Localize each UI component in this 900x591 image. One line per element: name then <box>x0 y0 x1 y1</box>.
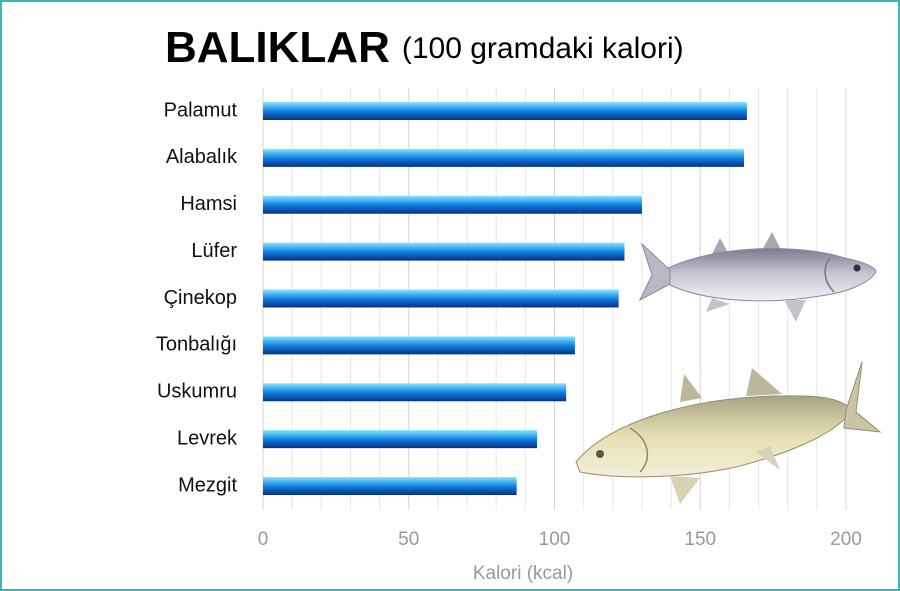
x-tick-label: 150 <box>684 529 716 550</box>
fish-illustrations <box>575 232 882 504</box>
bar <box>263 383 567 402</box>
y-tick-label: Çinekop <box>164 287 237 309</box>
chart-title: BALIKLAR (100 gramdaki kalori) <box>165 23 684 72</box>
x-tick-label: 200 <box>830 529 862 550</box>
bar <box>263 148 744 167</box>
x-tick-label: 50 <box>398 529 419 550</box>
y-tick-label: Tonbalığı <box>156 334 237 356</box>
labels: 0 50 100 150 200 Palamut Alabalık Hamsi Lüfer Çin… <box>156 99 862 550</box>
bars <box>263 102 747 495</box>
title: BALIKLAR <box>165 23 390 72</box>
bar <box>263 195 642 214</box>
x-tick-label: 0 <box>258 529 269 550</box>
bar <box>263 289 619 308</box>
bar <box>263 477 517 495</box>
y-tick-label: Palamut <box>164 99 238 121</box>
x-axis-label: Kalori (kcal) <box>473 563 573 584</box>
y-tick-label: Uskumru <box>157 381 237 403</box>
x-tick-label: 100 <box>539 529 571 550</box>
y-tick-label: Alabalık <box>166 146 238 168</box>
fish-upper <box>638 232 877 322</box>
bar <box>263 242 625 261</box>
subtitle: (100 gramdaki kalori) <box>402 32 684 65</box>
bar <box>263 336 575 355</box>
fish-lower <box>575 361 882 504</box>
bar <box>263 430 538 449</box>
y-tick-label: Levrek <box>177 427 238 449</box>
y-tick-label: Lüfer <box>191 240 237 262</box>
bar <box>263 102 747 120</box>
y-tick-label: Hamsi <box>180 193 237 215</box>
y-tick-label: Mezgit <box>178 474 237 496</box>
